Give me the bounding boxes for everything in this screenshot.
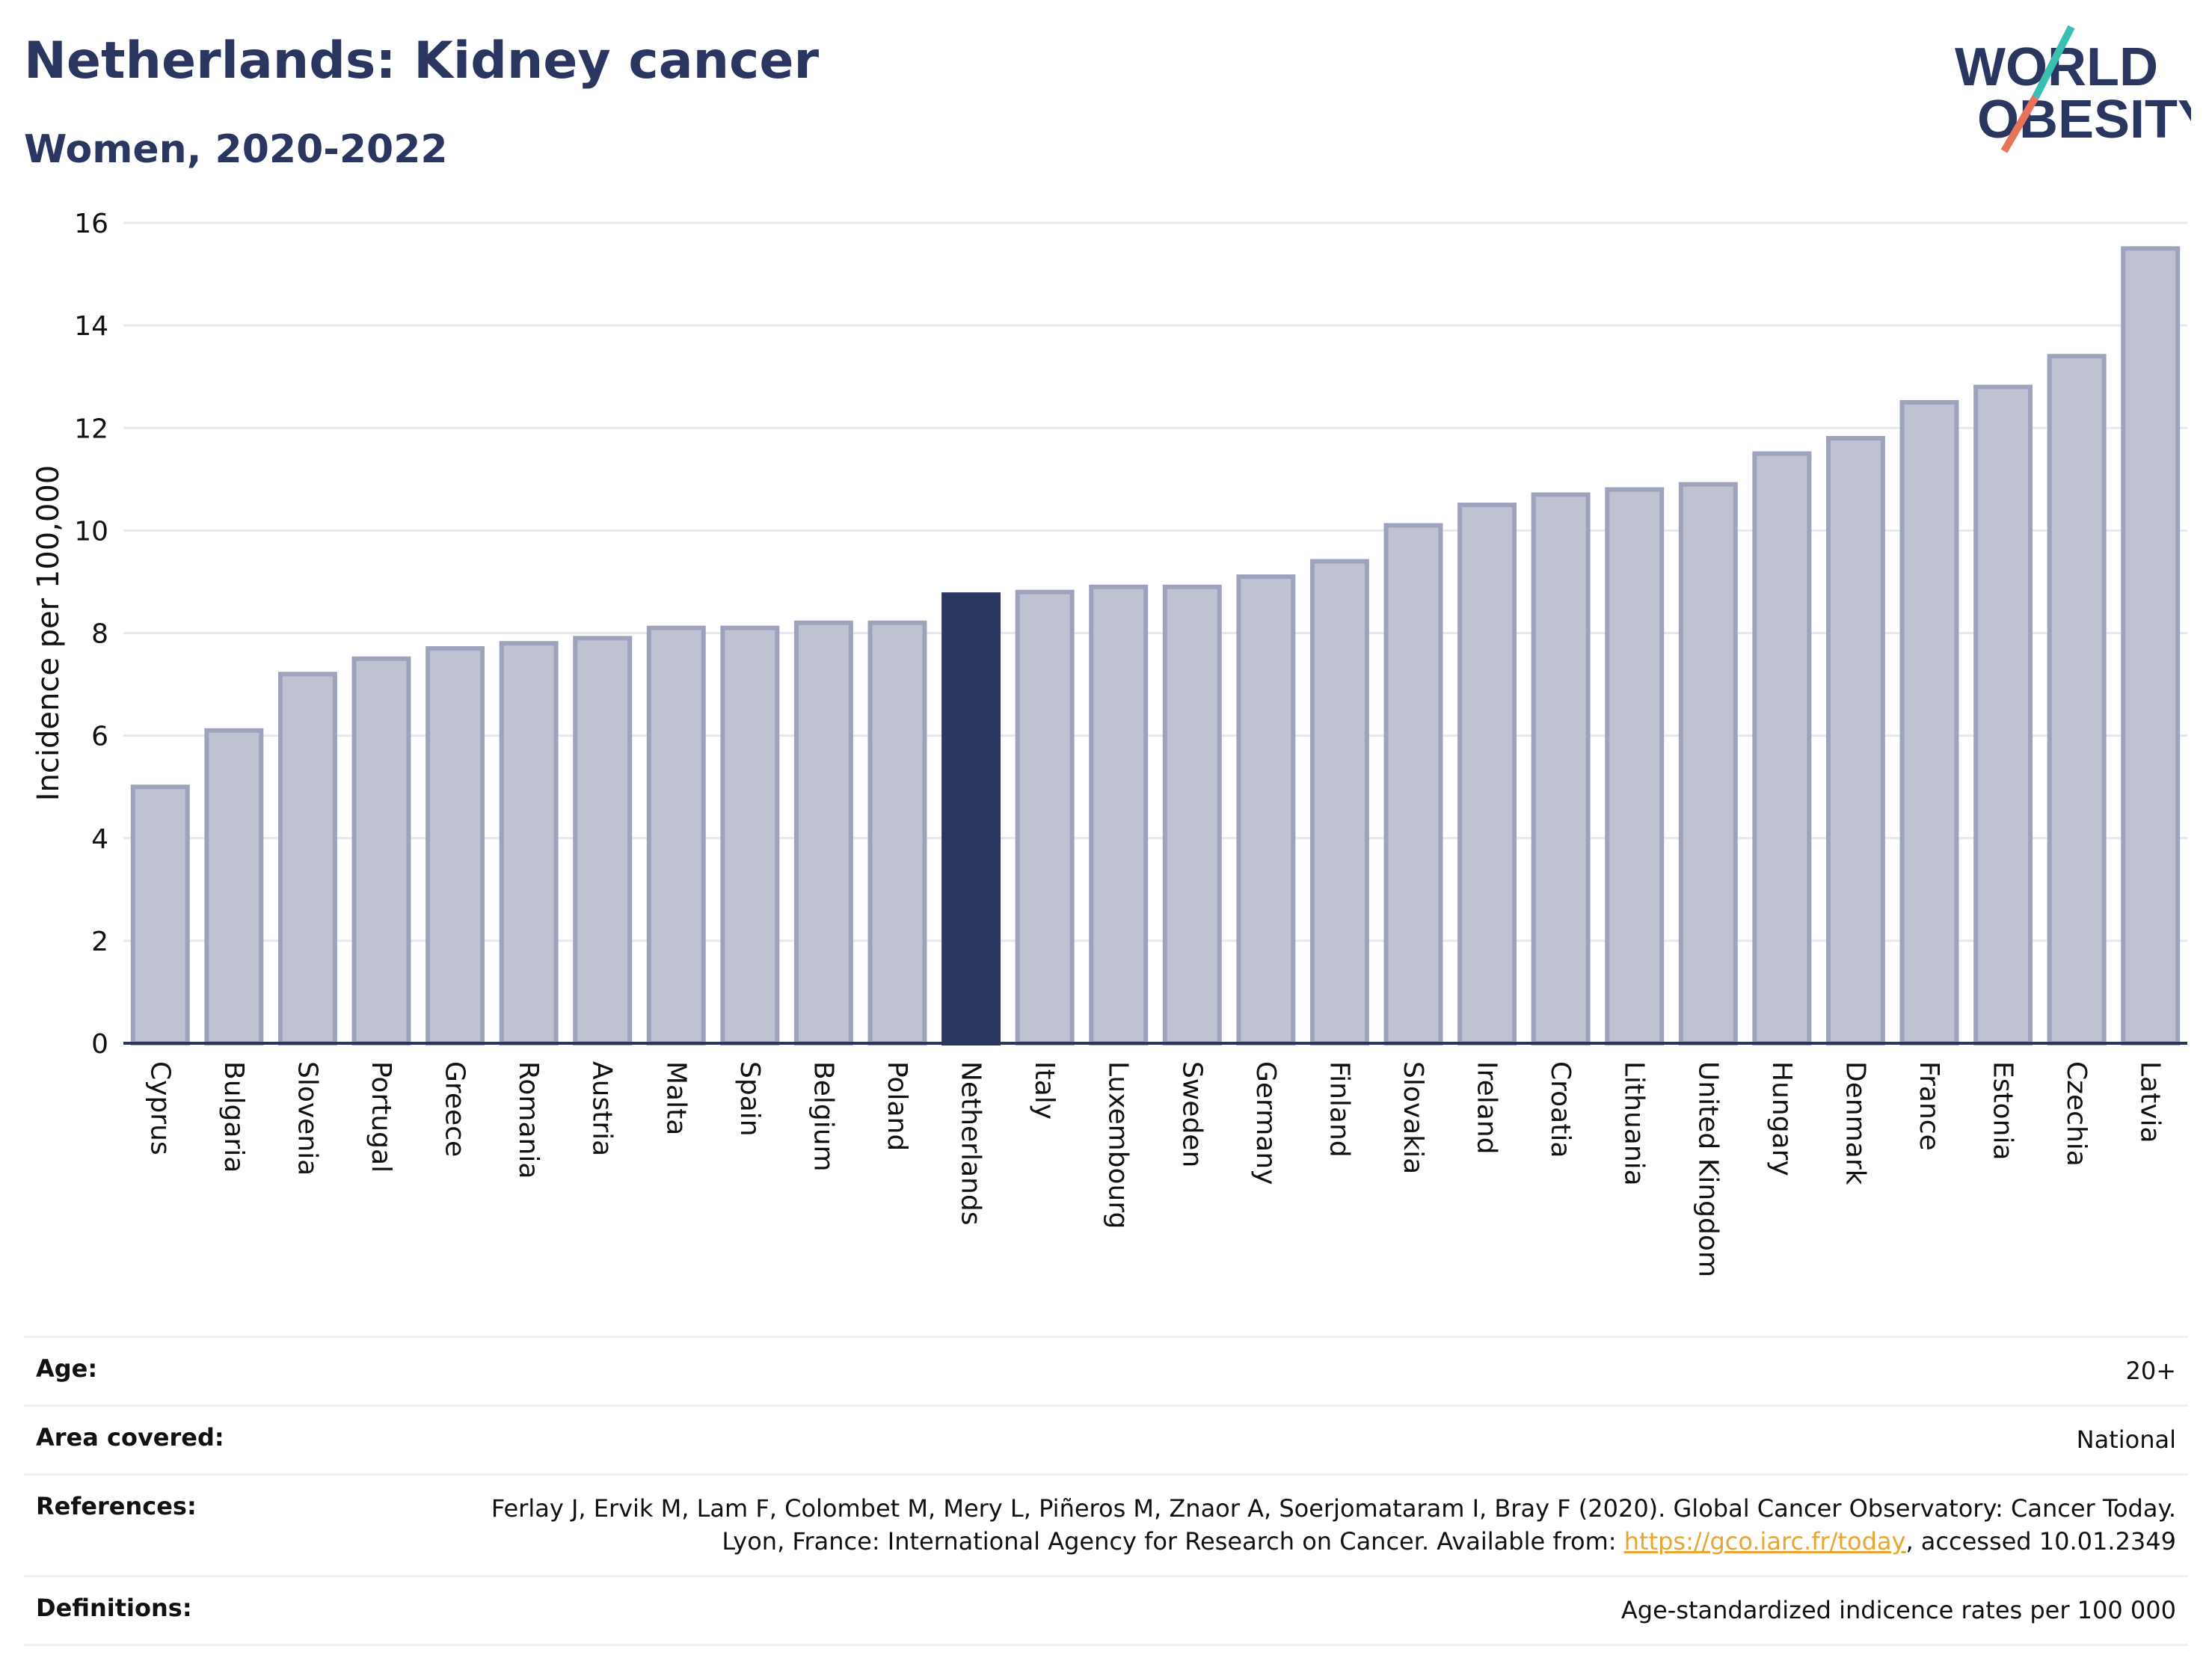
x-tick-label: Croatia — [1545, 1061, 1576, 1158]
y-axis-label: Incidence per 100,000 — [31, 465, 66, 802]
bar — [425, 646, 485, 1045]
meta-row-area: Area covered: National — [24, 1404, 2188, 1473]
x-tick-label: Portugal — [366, 1061, 396, 1173]
bar — [646, 625, 706, 1045]
references-label: References: — [36, 1491, 197, 1520]
logo-line1: WORLD — [1955, 37, 2158, 97]
y-tick-label: 4 — [91, 824, 108, 855]
area-label: Area covered: — [36, 1422, 224, 1452]
x-tick-label: Latvia — [2135, 1061, 2166, 1143]
bar — [204, 728, 264, 1045]
bar — [1899, 399, 1959, 1045]
bar — [1236, 574, 1296, 1045]
bar — [351, 656, 411, 1045]
y-tick-label: 2 — [91, 927, 108, 957]
bar-highlight — [941, 592, 1001, 1045]
references-suffix: , accessed 10.01.2349 — [1905, 1527, 2176, 1556]
x-tick-label: Hungary — [1766, 1061, 1797, 1176]
x-tick-label: Lithuania — [1619, 1061, 1650, 1186]
bar — [1973, 384, 2033, 1045]
y-tick-label: 16 — [74, 209, 108, 239]
area-value: National — [2076, 1425, 2176, 1454]
bar — [720, 625, 780, 1045]
bar — [1162, 584, 1222, 1045]
meta-row-age: Age: 20+ — [24, 1336, 2188, 1404]
bar — [1457, 503, 1517, 1045]
x-tick-label: Poland — [882, 1061, 912, 1151]
x-tick-label: Cyprus — [144, 1061, 175, 1155]
x-tick-label: Sweden — [1176, 1061, 1207, 1167]
x-tick-label: Germany — [1250, 1061, 1281, 1185]
x-tick-label: Malta — [660, 1061, 691, 1135]
y-tick-label: 6 — [91, 722, 108, 752]
x-tick-label: Austria — [587, 1061, 618, 1156]
x-tick-label: Luxembourg — [1103, 1061, 1134, 1229]
x-tick-label: United Kingdom — [1692, 1061, 1723, 1277]
y-tick-label: 10 — [74, 516, 108, 547]
meta-row-references: References: Ferlay J, Ervik M, Lam F, Co… — [24, 1473, 2188, 1576]
x-tick-label: Slovakia — [1398, 1061, 1428, 1174]
references-value: Ferlay J, Ervik M, Lam F, Colombet M, Me… — [456, 1492, 2176, 1559]
x-tick-label: Denmark — [1840, 1061, 1870, 1185]
x-tick-label: Greece — [440, 1061, 470, 1157]
bar — [277, 672, 337, 1045]
definitions-value: Age-standardized indicence rates per 100… — [1620, 1596, 2176, 1625]
bar — [1752, 451, 1812, 1045]
bar — [573, 636, 633, 1045]
logo-slash-bottom — [2000, 95, 2039, 153]
age-value: 20+ — [2125, 1357, 2176, 1385]
references-text: Ferlay J, Ervik M, Lam F, Colombet M, Me… — [491, 1493, 2176, 1556]
x-tick-label: Spain — [734, 1061, 765, 1137]
x-tick-label: Italy — [1029, 1061, 1060, 1120]
world-obesity-logo: WORLD OBESITY — [1955, 25, 2191, 153]
definitions-label: Definitions: — [36, 1594, 192, 1623]
bar — [1309, 559, 1369, 1045]
x-tick-label: Estonia — [1988, 1061, 2018, 1161]
bar — [499, 641, 559, 1045]
y-tick-label: 12 — [74, 414, 108, 444]
bar — [1089, 584, 1149, 1045]
bar — [2121, 246, 2181, 1045]
x-tick-label: Romania — [513, 1061, 544, 1179]
bar — [2047, 354, 2107, 1045]
x-tick-label: France — [1914, 1061, 1944, 1151]
x-tick-label: Netherlands — [956, 1061, 986, 1225]
bar — [793, 620, 853, 1045]
y-tick-label: 8 — [91, 619, 108, 650]
bar — [1605, 487, 1665, 1045]
bar — [1825, 435, 1885, 1045]
bar — [1531, 492, 1591, 1045]
bar — [1678, 482, 1738, 1045]
x-tick-label: Slovenia — [292, 1061, 322, 1176]
meta-row-definitions: Definitions: Age-standardized indicence … — [24, 1575, 2188, 1646]
y-tick-label: 0 — [91, 1029, 108, 1060]
x-tick-label: Belgium — [808, 1061, 838, 1172]
x-tick-label: Finland — [1324, 1061, 1354, 1158]
x-tick-label: Bulgaria — [218, 1061, 249, 1173]
bar — [1015, 589, 1075, 1045]
references-link[interactable]: https://gco.iarc.fr/today — [1623, 1527, 1906, 1556]
metadata-table: Age: 20+ Area covered: National Referenc… — [24, 1336, 2188, 1646]
logo-slash-top — [2032, 25, 2075, 99]
age-label: Age: — [36, 1354, 98, 1383]
bar-chart: 0 2 4 6 8 10 12 14 16 Incidence per 100,000 Cyprus… — [31, 209, 2187, 1277]
bar — [1383, 523, 1443, 1045]
y-tick-label: 14 — [74, 311, 108, 342]
chart-subtitle: Women, 2020-2022 — [24, 127, 448, 172]
bar — [867, 620, 927, 1045]
chart-title: Netherlands: Kidney cancer — [24, 31, 819, 90]
bar — [130, 784, 190, 1045]
x-tick-label: Czechia — [2061, 1061, 2092, 1167]
x-tick-label: Ireland — [1472, 1061, 1502, 1155]
